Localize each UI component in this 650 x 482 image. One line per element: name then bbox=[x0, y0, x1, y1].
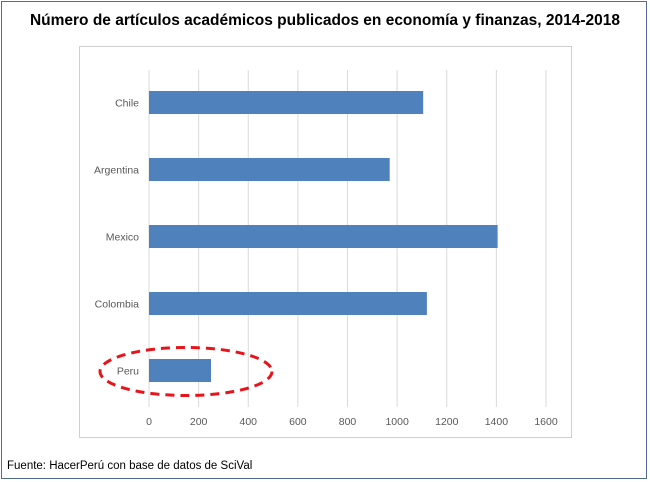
y-tick-label: Peru bbox=[117, 366, 139, 378]
y-tick-label: Mexico bbox=[106, 232, 139, 244]
bar-colombia bbox=[149, 292, 427, 315]
x-tick-label: 0 bbox=[146, 416, 152, 428]
y-tick-label: Chile bbox=[115, 98, 139, 110]
x-tick-label: 1000 bbox=[385, 416, 409, 428]
bar-mexico bbox=[149, 225, 498, 248]
chart-title: Número de artículos académicos publicado… bbox=[29, 12, 621, 29]
x-tick-label: 800 bbox=[339, 416, 357, 428]
bar-chile bbox=[149, 91, 424, 114]
bar-peru bbox=[149, 359, 212, 382]
x-tick-label: 1400 bbox=[485, 416, 509, 428]
source-note: Fuente: HacerPerú con base de datos de S… bbox=[7, 460, 253, 472]
x-tick-label: 1200 bbox=[435, 416, 459, 428]
x-tick-label: 200 bbox=[190, 416, 208, 428]
x-tick-label: 1600 bbox=[534, 416, 558, 428]
bar-argentina bbox=[149, 158, 390, 181]
highlight-ellipse bbox=[98, 346, 274, 397]
x-tick-label: 400 bbox=[239, 416, 257, 428]
y-tick-label: Colombia bbox=[95, 299, 140, 311]
x-tick-label: 600 bbox=[289, 416, 307, 428]
y-tick-label: Argentina bbox=[94, 165, 139, 177]
